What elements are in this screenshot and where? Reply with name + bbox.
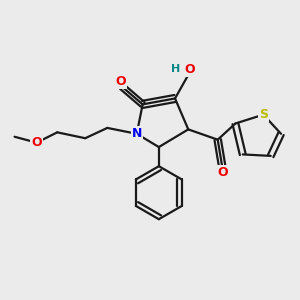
Text: N: N — [132, 127, 142, 140]
Text: H: H — [171, 64, 181, 74]
Text: O: O — [218, 166, 228, 179]
Text: O: O — [115, 75, 126, 88]
Text: O: O — [184, 62, 195, 76]
Text: S: S — [259, 108, 268, 121]
Text: O: O — [31, 136, 42, 149]
